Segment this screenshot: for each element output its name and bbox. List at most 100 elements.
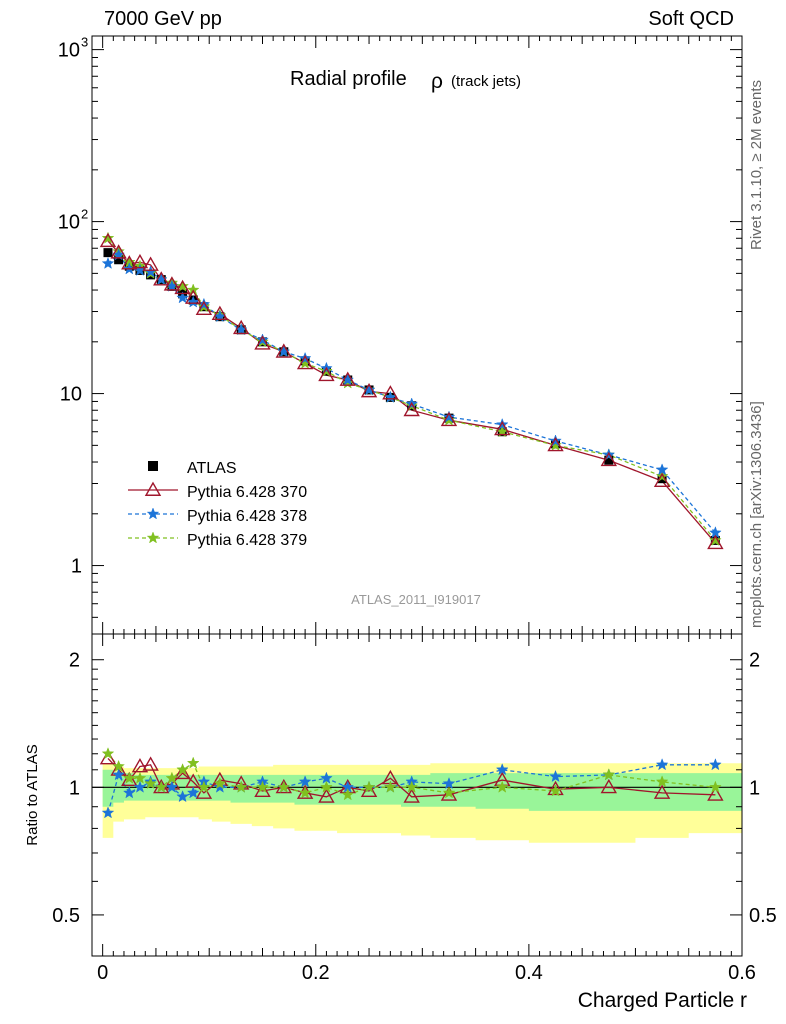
ratio-379-point bbox=[176, 763, 189, 776]
ratio-378-point bbox=[133, 780, 147, 793]
pythia-379-point bbox=[101, 231, 115, 244]
analysis-label: ATLAS_2011_I919017 bbox=[351, 592, 481, 607]
pythia-379-point bbox=[655, 469, 669, 482]
pythia-370-point bbox=[121, 255, 138, 270]
ratio-379-point bbox=[165, 771, 179, 784]
pythia-378-point bbox=[101, 256, 115, 269]
pythia-370-point bbox=[653, 472, 671, 488]
atlas-point bbox=[114, 255, 124, 265]
pythia-378-point bbox=[176, 291, 189, 304]
ratio-379-point bbox=[256, 780, 269, 793]
ratio-379-point bbox=[442, 786, 456, 799]
ratio-379-point bbox=[384, 780, 397, 793]
ratio-379-point bbox=[298, 786, 312, 799]
pythia-370-point bbox=[275, 343, 293, 358]
ratio-379-point bbox=[234, 780, 248, 793]
pythia-379-point bbox=[549, 438, 562, 451]
ratio-tick-label-right: 2 bbox=[749, 650, 760, 672]
ratio-378-point bbox=[709, 758, 722, 771]
ratio-379-point bbox=[277, 780, 291, 793]
pythia-378-point bbox=[655, 463, 669, 476]
ratio-379-point bbox=[197, 780, 211, 793]
ratio-370-point bbox=[254, 782, 271, 797]
pythia-378-point bbox=[256, 333, 269, 346]
pythia-378-point bbox=[277, 345, 291, 358]
ratio-370-point bbox=[360, 782, 378, 797]
pythia-370-point bbox=[211, 305, 229, 321]
ratio-378-point bbox=[165, 780, 179, 793]
chart-title-symbol: ρ bbox=[431, 70, 443, 93]
pythia-370-point bbox=[707, 534, 724, 550]
ratio-378-point bbox=[655, 758, 669, 771]
pythia-370-point bbox=[339, 371, 356, 386]
chart-title-suffix: (track jets) bbox=[451, 73, 521, 90]
ratio-panel-frame bbox=[91, 633, 743, 957]
ratio-370-point bbox=[653, 784, 671, 799]
ratio-379-point bbox=[362, 780, 376, 793]
y-tick-label-exponent: 2 bbox=[81, 207, 88, 222]
ratio-uncertainty-bands bbox=[92, 763, 742, 843]
pythia-370-point bbox=[547, 436, 564, 452]
ratio-tick-label-right: 0.5 bbox=[749, 905, 777, 927]
ratio-370-point bbox=[707, 786, 724, 801]
legend-label: Pythia 6.428 370 bbox=[187, 484, 307, 501]
x-tick-label: 0.2 bbox=[302, 962, 330, 984]
ratio-379-point bbox=[405, 780, 419, 793]
ratio-370-point bbox=[142, 756, 159, 771]
pythia-370-point bbox=[99, 232, 117, 248]
ratio-y-label: Ratio to ATLAS bbox=[24, 744, 41, 845]
ratio-379-point bbox=[320, 780, 333, 793]
ratio-tick-label-right: 1 bbox=[749, 777, 760, 799]
pythia-370-point bbox=[110, 244, 127, 259]
ratio-378-point bbox=[549, 769, 562, 783]
ratio-378-point bbox=[186, 786, 200, 799]
pythia-378-point bbox=[362, 383, 376, 396]
y-tick-label: 1 bbox=[71, 556, 82, 578]
ratio-379-point bbox=[709, 780, 722, 793]
pythia-370-point bbox=[382, 385, 399, 400]
ratio-379-point bbox=[341, 788, 355, 801]
y-tick-label: 10 bbox=[58, 212, 80, 234]
pythia-378-point bbox=[384, 390, 397, 403]
chart-title: Radial profile bbox=[290, 68, 407, 90]
x-tick-label: 0 bbox=[97, 962, 108, 984]
pythia-378-point bbox=[186, 295, 200, 308]
ratio-378-point bbox=[122, 786, 136, 799]
ratio-378-point bbox=[176, 790, 189, 803]
ratio-tick-label: 2 bbox=[69, 650, 80, 672]
data-series bbox=[99, 231, 724, 550]
pythia-370-point bbox=[600, 451, 618, 467]
pythia-379-point bbox=[186, 283, 200, 296]
ratio-378-point bbox=[298, 775, 312, 788]
pythia-370-point bbox=[185, 289, 202, 304]
pythia-379-point bbox=[298, 356, 312, 369]
ratio-370-point bbox=[547, 780, 564, 796]
pythia-370-point bbox=[174, 279, 191, 295]
ratio-378-point bbox=[101, 806, 115, 819]
y-tick-label-exponent: 3 bbox=[81, 35, 88, 50]
ratio-378-point bbox=[213, 780, 227, 793]
legend-379-marker bbox=[146, 531, 160, 544]
pythia-370-point bbox=[131, 253, 149, 269]
ratio-379-point bbox=[655, 775, 669, 788]
pythia-370-point bbox=[153, 271, 170, 286]
ratio-379-point bbox=[122, 771, 136, 784]
ratio-379-point bbox=[186, 756, 200, 769]
ratio-378-point bbox=[495, 763, 509, 776]
ratio-370-point bbox=[318, 788, 335, 803]
series-line-2 bbox=[107, 253, 716, 534]
pythia-370-point bbox=[403, 401, 420, 417]
ratio-378-point bbox=[112, 768, 125, 781]
ratio-370-point bbox=[99, 750, 117, 765]
pythia-370-point bbox=[296, 354, 314, 370]
ratio-line-0 bbox=[107, 757, 716, 798]
ratio-tick-label: 0.5 bbox=[52, 905, 80, 927]
x-axis-label: Charged Particle r bbox=[578, 989, 747, 1012]
pythia-370-point bbox=[195, 300, 213, 316]
ratio-379-point bbox=[495, 780, 509, 793]
pythia-370-point bbox=[232, 319, 250, 335]
pythia-378-point bbox=[298, 351, 312, 364]
pythia-379-point bbox=[176, 279, 189, 292]
ratio-379-point bbox=[133, 771, 147, 784]
